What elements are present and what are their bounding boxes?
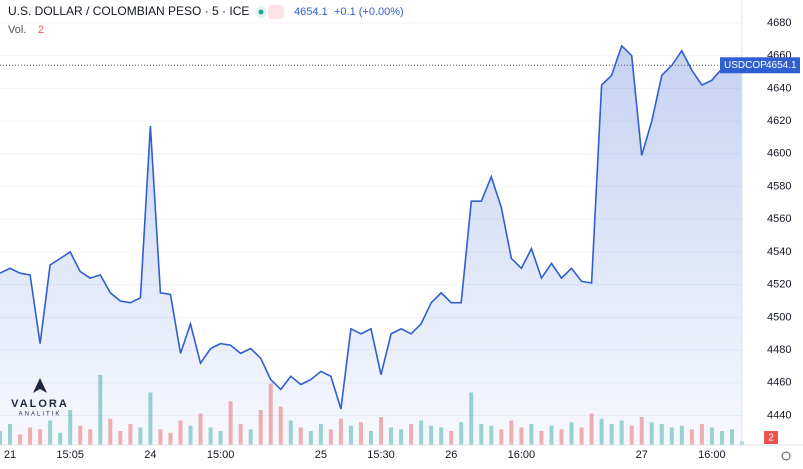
status-dot	[258, 9, 264, 15]
x-tick-label: 15:05	[56, 449, 84, 461]
y-tick-label: 4520	[767, 279, 791, 291]
y-tick-label: 4680	[767, 17, 791, 29]
price-tag-value: 4654.1	[766, 60, 797, 71]
y-tick-label: 4540	[767, 246, 791, 258]
y-tick-label: 4600	[767, 148, 791, 160]
x-tick-label: 16:00	[698, 449, 726, 461]
x-tick-label: 15:30	[367, 449, 395, 461]
y-tick-label: 4500	[767, 311, 791, 323]
x-tick-label: 16:00	[508, 449, 536, 461]
y-tick-label: 4620	[767, 115, 791, 127]
logo-sub: ANALITIK	[19, 412, 62, 418]
y-tick-label: 4580	[767, 180, 791, 192]
last-price: 4654.1	[294, 6, 328, 18]
settings-icon[interactable]	[781, 451, 791, 461]
y-tick-label: 4560	[767, 213, 791, 225]
y-tick-label: 4440	[767, 409, 791, 421]
logo-icon	[33, 378, 47, 393]
area-fill	[0, 45, 742, 446]
price-tag	[720, 57, 800, 74]
x-tick-label: 24	[144, 449, 156, 461]
volume-value: 2	[38, 24, 44, 36]
status-icon	[268, 5, 284, 19]
chart-title: U.S. DOLLAR / COLOMBIAN PESO · 5 · ICE	[8, 4, 249, 18]
x-tick-label: 26	[445, 449, 457, 461]
y-tick-label: 4640	[767, 82, 791, 94]
x-tick-label: 27	[636, 449, 648, 461]
price-line	[0, 44, 743, 410]
price-tag-name: USDCOP	[724, 60, 767, 71]
x-tick-label: 25	[315, 449, 327, 461]
y-tick-label: 4460	[767, 377, 791, 389]
volume-tag	[764, 431, 778, 444]
volume-label: Vol.	[8, 24, 26, 36]
y-tick-label: 4480	[767, 344, 791, 356]
volume-tag-value: 2	[768, 433, 774, 444]
x-tick-label: 21	[4, 449, 16, 461]
price-change: +0.1 (+0.00%)	[334, 6, 404, 18]
logo: VALORA	[11, 398, 69, 410]
x-tick-label: 15:00	[207, 449, 235, 461]
